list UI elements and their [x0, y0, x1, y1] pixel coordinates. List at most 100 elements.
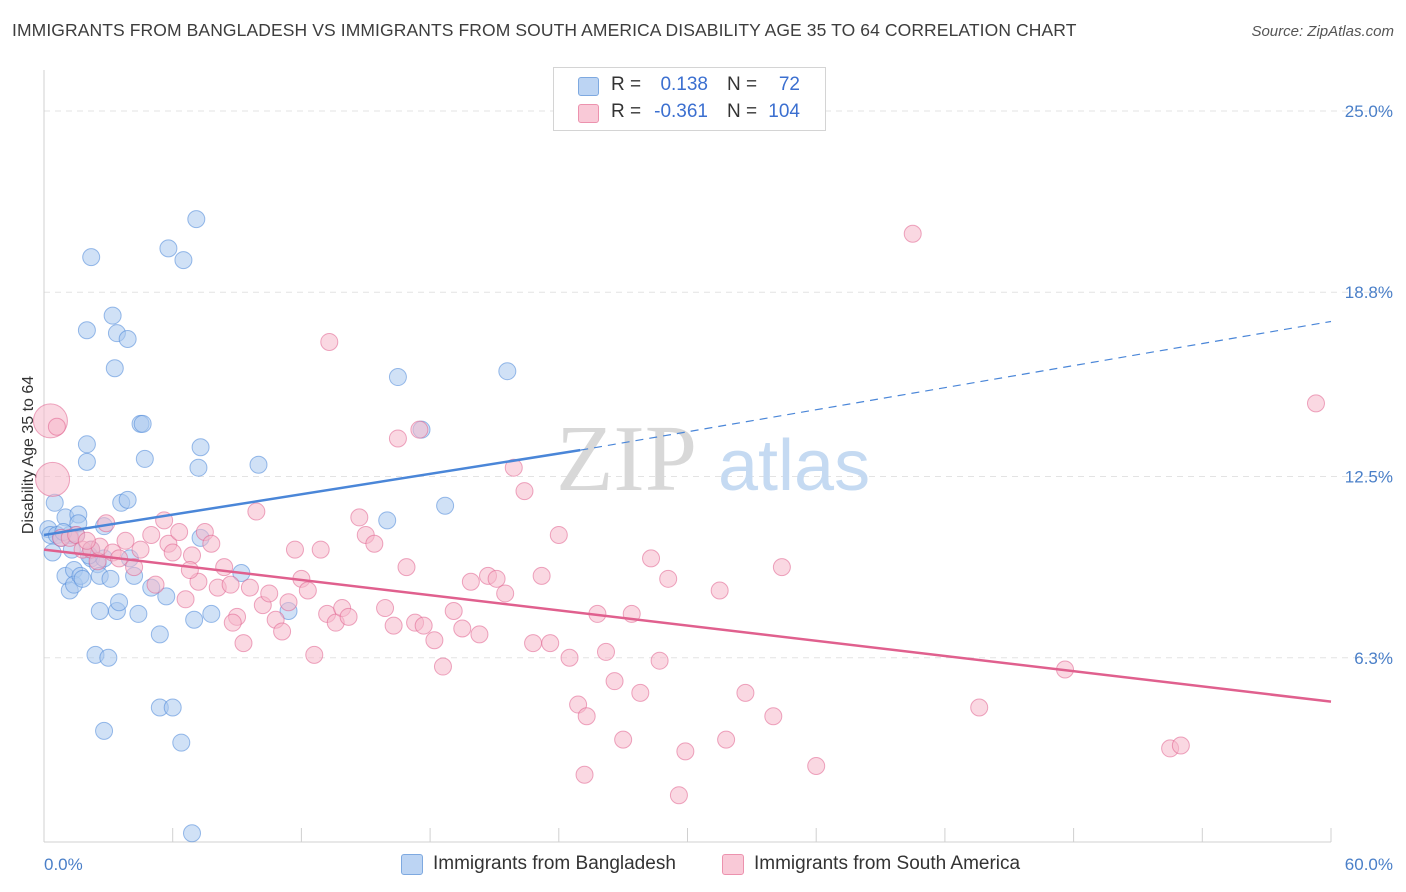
data-point [118, 490, 137, 509]
y-tick-label: 6.3% [1354, 649, 1393, 668]
data-point [807, 756, 826, 775]
data-point [414, 616, 433, 635]
data-point [260, 584, 279, 603]
legend-r-label: R = [611, 74, 642, 95]
data-point [470, 625, 489, 644]
data-point [384, 616, 403, 635]
data-point [77, 452, 96, 471]
data-point [515, 482, 534, 501]
trend-line-bangladesh-extension [580, 320, 1332, 451]
data-point [736, 683, 755, 702]
data-point [172, 733, 191, 752]
data-point [436, 496, 455, 515]
x-tick-label: 0.0% [44, 855, 83, 874]
data-point [215, 558, 234, 577]
data-point [185, 610, 204, 629]
data-point [285, 540, 304, 559]
data-point [903, 224, 922, 243]
data-point [631, 683, 650, 702]
data-point [350, 508, 369, 527]
data-point [189, 458, 208, 477]
data-point [35, 461, 71, 497]
data-point [249, 455, 268, 474]
data-point [498, 362, 517, 381]
data-point [461, 572, 480, 591]
data-point [163, 543, 182, 562]
data-point [82, 248, 101, 267]
data-point [176, 590, 195, 609]
data-point [135, 449, 154, 468]
data-point [105, 359, 124, 378]
data-point [142, 525, 161, 544]
data-point [273, 622, 292, 641]
data-point [247, 502, 266, 521]
x-tick-label: 60.0% [1345, 855, 1393, 874]
data-point [129, 604, 148, 623]
legend-n-label: N = [727, 101, 758, 122]
data-point [717, 730, 736, 749]
data-point [577, 707, 596, 726]
data-point [659, 569, 678, 588]
axes [43, 70, 1332, 843]
data-point [202, 604, 221, 623]
data-point [311, 540, 330, 559]
data-point [710, 581, 729, 600]
data-point [339, 607, 358, 626]
data-point [453, 619, 472, 638]
legend-n-value: 72 [778, 74, 800, 95]
data-point [118, 330, 137, 349]
data-point [221, 575, 240, 594]
data-point [444, 601, 463, 620]
data-point [133, 414, 152, 433]
data-point [560, 648, 579, 667]
data-point [642, 549, 661, 568]
legend-swatch-south-america [578, 104, 599, 123]
data-point [320, 332, 339, 351]
legend-swatch-bangladesh [401, 854, 423, 875]
trend-line-bangladesh [43, 448, 581, 537]
data-point [397, 558, 416, 577]
data-point [433, 657, 452, 676]
data-point [187, 210, 206, 229]
data-point [279, 593, 298, 612]
data-point [425, 631, 444, 650]
legend-label-bangladesh: Immigrants from Bangladesh [433, 853, 676, 874]
data-point [99, 648, 118, 667]
data-point [234, 634, 253, 653]
series-legend: Immigrants from Bangladesh Immigrants fr… [0, 852, 1406, 878]
legend-row-south-america: R = -0.361 N = 104 [554, 100, 825, 127]
data-point [202, 534, 221, 553]
data-point [73, 569, 92, 588]
data-point [116, 531, 135, 550]
data-point [240, 578, 259, 597]
chart-title: IMMIGRANTS FROM BANGLADESH VS IMMIGRANTS… [12, 20, 1077, 40]
trend-lines [43, 320, 1332, 703]
data-point [101, 569, 120, 588]
data-point [410, 420, 429, 439]
data-point [170, 523, 189, 542]
data-point [487, 569, 506, 588]
trend-line-south-america [43, 548, 1332, 703]
data-point [223, 613, 242, 632]
data-point [77, 531, 96, 550]
data-point [1171, 736, 1190, 755]
data-point [524, 634, 543, 653]
data-point [180, 561, 199, 580]
data-point [764, 707, 783, 726]
y-tick-label: 12.5% [1345, 467, 1393, 486]
series-south-america [32, 224, 1325, 805]
data-point [1306, 394, 1325, 413]
legend-row-bangladesh: R = 0.138 N = 72 [554, 73, 825, 100]
data-point [146, 575, 165, 594]
watermark-atlas: atlas [718, 426, 870, 506]
data-point [365, 534, 384, 553]
data-point [95, 721, 114, 740]
correlation-legend: R = 0.138 N = 72 R = -0.361 N = 104 [553, 67, 826, 131]
legend-swatch-bangladesh [578, 77, 599, 96]
data-point [772, 558, 791, 577]
data-point [970, 698, 989, 717]
y-axis-label: Disability Age 35 to 64 [20, 376, 37, 534]
data-point [669, 786, 688, 805]
watermark: ZIP atlas [556, 407, 870, 511]
